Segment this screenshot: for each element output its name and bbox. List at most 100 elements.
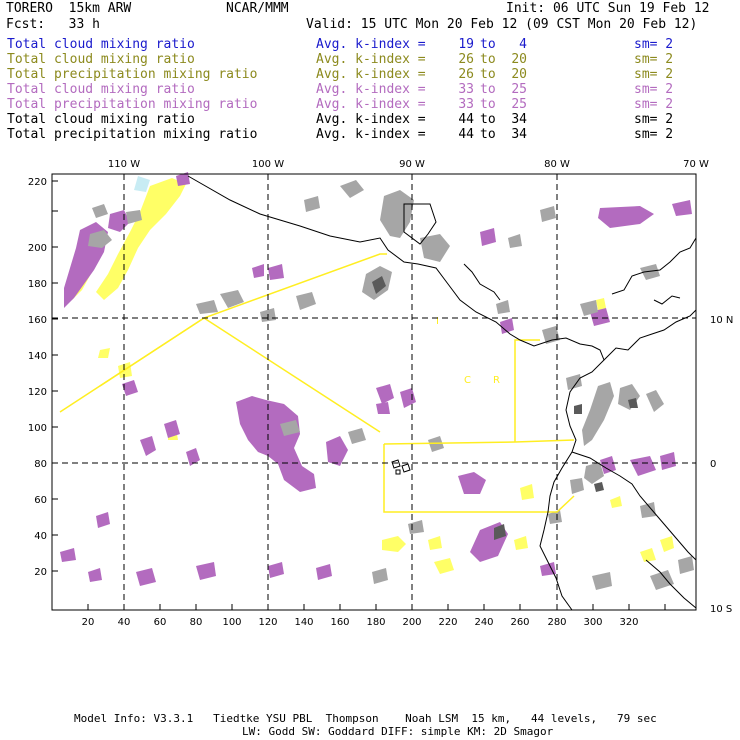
legend-field-name: Total precipitation mixing ratio (7, 67, 258, 82)
x-tick-label: 180 (366, 617, 385, 628)
lon-label: 70 W (683, 159, 709, 170)
legend-high-value: 19 (458, 37, 474, 52)
legend-low-value: 25 (511, 82, 527, 97)
legend-to: to (480, 37, 496, 52)
lon-label: 100 W (252, 159, 284, 170)
lat-lon-grid (52, 174, 696, 610)
legend-avg-label: Avg. k-index = (316, 97, 426, 112)
legend-avg-label: Avg. k-index = (316, 52, 426, 67)
purple-field (60, 172, 692, 586)
x-tick-label: 160 (330, 617, 349, 628)
y-tick-label: 20 (34, 567, 47, 578)
lat-label: 10 S (710, 604, 732, 615)
legend-high-value: 44 (458, 127, 474, 142)
x-tick-label: 300 (583, 617, 602, 628)
x-tick-label: 240 (474, 617, 493, 628)
org-label: NCAR/MMM (226, 1, 289, 16)
lon-label: 110 W (108, 159, 140, 170)
region-label-i: I (436, 316, 439, 327)
y-tick-label: 40 (34, 531, 47, 542)
model-title: TORERO 15km ARW (6, 1, 132, 16)
legend-field-name: Total cloud mixing ratio (7, 112, 195, 127)
galapagos-islands (391, 459, 411, 475)
longitude-labels: 110 W 100 W 90 W 80 W 70 W (108, 159, 709, 170)
lat-label: 10 N (710, 315, 733, 326)
legend-low-value: 25 (511, 97, 527, 112)
y-tick-label: 100 (28, 423, 47, 434)
legend-row: Total cloud mixing ratio Avg. k-index = … (7, 37, 673, 52)
legend-avg-label: Avg. k-index = (316, 67, 426, 82)
legend-field-name: Total precipitation mixing ratio (7, 127, 258, 142)
y-tick-label: 80 (34, 459, 47, 470)
legend-row: Total cloud mixing ratio Avg. k-index = … (7, 82, 673, 97)
valid-time: Valid: 15 UTC Mon 20 Feb 12 (09 CST Mon … (306, 17, 698, 32)
legend-field-name: Total cloud mixing ratio (7, 82, 195, 97)
y-tick-label: 220 (28, 177, 47, 188)
legend-high-value: 26 (458, 67, 474, 82)
legend-avg-label: Avg. k-index = (316, 82, 426, 97)
legend-low-value: 20 (511, 67, 527, 82)
init-time: Init: 06 UTC Sun 19 Feb 12 (506, 1, 710, 16)
x-tick-label: 100 (222, 617, 241, 628)
legend-high-value: 33 (458, 97, 474, 112)
lat-label: 0 (710, 459, 716, 470)
legend-row: Total cloud mixing ratio Avg. k-index = … (7, 52, 673, 67)
legend-row: Total precipitation mixing ratio Avg. k-… (7, 97, 673, 112)
legend-to: to (480, 82, 496, 97)
legend-high-value: 33 (458, 82, 474, 97)
x-tick-label: 200 (402, 617, 421, 628)
legend-low-value: 34 (511, 112, 527, 127)
legend-smoothing: sm= 2 (634, 52, 674, 67)
legend-high-value: 26 (458, 52, 474, 67)
dark-gray-field (372, 276, 638, 540)
x-tick-label: 280 (547, 617, 566, 628)
y-tick-label: 120 (28, 387, 47, 398)
lon-label: 80 W (544, 159, 570, 170)
legend-to: to (480, 67, 496, 82)
legend-to: to (480, 52, 496, 67)
grid-x-labels: 20 40 60 80 100 120 140 160 180 200 220 … (82, 617, 639, 628)
x-tick-label: 220 (438, 617, 457, 628)
y-tick-label: 160 (28, 315, 47, 326)
legend-field-name: Total cloud mixing ratio (7, 52, 195, 67)
legend-row: Total precipitation mixing ratio Avg. k-… (7, 127, 673, 142)
x-tick-label: 40 (118, 617, 131, 628)
lon-label: 90 W (399, 159, 425, 170)
legend-smoothing: sm= 2 (634, 97, 674, 112)
gray-field (88, 180, 694, 590)
latitude-labels: 10 N 0 10 S (710, 315, 733, 615)
legend-to: to (480, 127, 496, 142)
legend-smoothing: sm= 2 (634, 127, 674, 142)
axis-ticks (52, 180, 666, 610)
model-info-line-2: LW: Godd SW: Goddard DIFF: simple KM: 2D… (242, 725, 554, 738)
region-label-r: R (493, 375, 500, 386)
x-tick-label: 140 (294, 617, 313, 628)
y-tick-label: 140 (28, 351, 47, 362)
legend-avg-label: Avg. k-index = (316, 37, 426, 52)
x-tick-label: 60 (154, 617, 167, 628)
grid-y-labels: 20 40 60 80 100 120 140 160 180 200 220 (28, 177, 47, 578)
legend-field-name: Total cloud mixing ratio (7, 37, 195, 52)
x-tick-label: 120 (258, 617, 277, 628)
legend-low-value: 4 (519, 37, 527, 52)
legend-row: Total precipitation mixing ratio Avg. k-… (7, 67, 673, 82)
region-label-c: C (464, 375, 471, 386)
legend-row: Total cloud mixing ratio Avg. k-index = … (7, 112, 673, 127)
legend-low-value: 34 (511, 127, 527, 142)
light-blue-field (134, 176, 150, 192)
y-tick-label: 60 (34, 495, 47, 506)
x-tick-label: 80 (190, 617, 203, 628)
x-tick-label: 20 (82, 617, 95, 628)
legend-avg-label: Avg. k-index = (316, 112, 426, 127)
model-info-line-1: Model Info: V3.3.1 Tiedtke YSU PBL Thomp… (74, 712, 657, 725)
forecast-hour: Fcst: 33 h (6, 17, 100, 32)
y-tick-label: 200 (28, 243, 47, 254)
y-tick-label: 180 (28, 279, 47, 290)
legend-low-value: 20 (511, 52, 527, 67)
map-frame (51, 173, 697, 611)
legend-to: to (480, 112, 496, 127)
legend-smoothing: sm= 2 (634, 37, 674, 52)
legend-smoothing: sm= 2 (634, 112, 674, 127)
x-tick-label: 260 (510, 617, 529, 628)
